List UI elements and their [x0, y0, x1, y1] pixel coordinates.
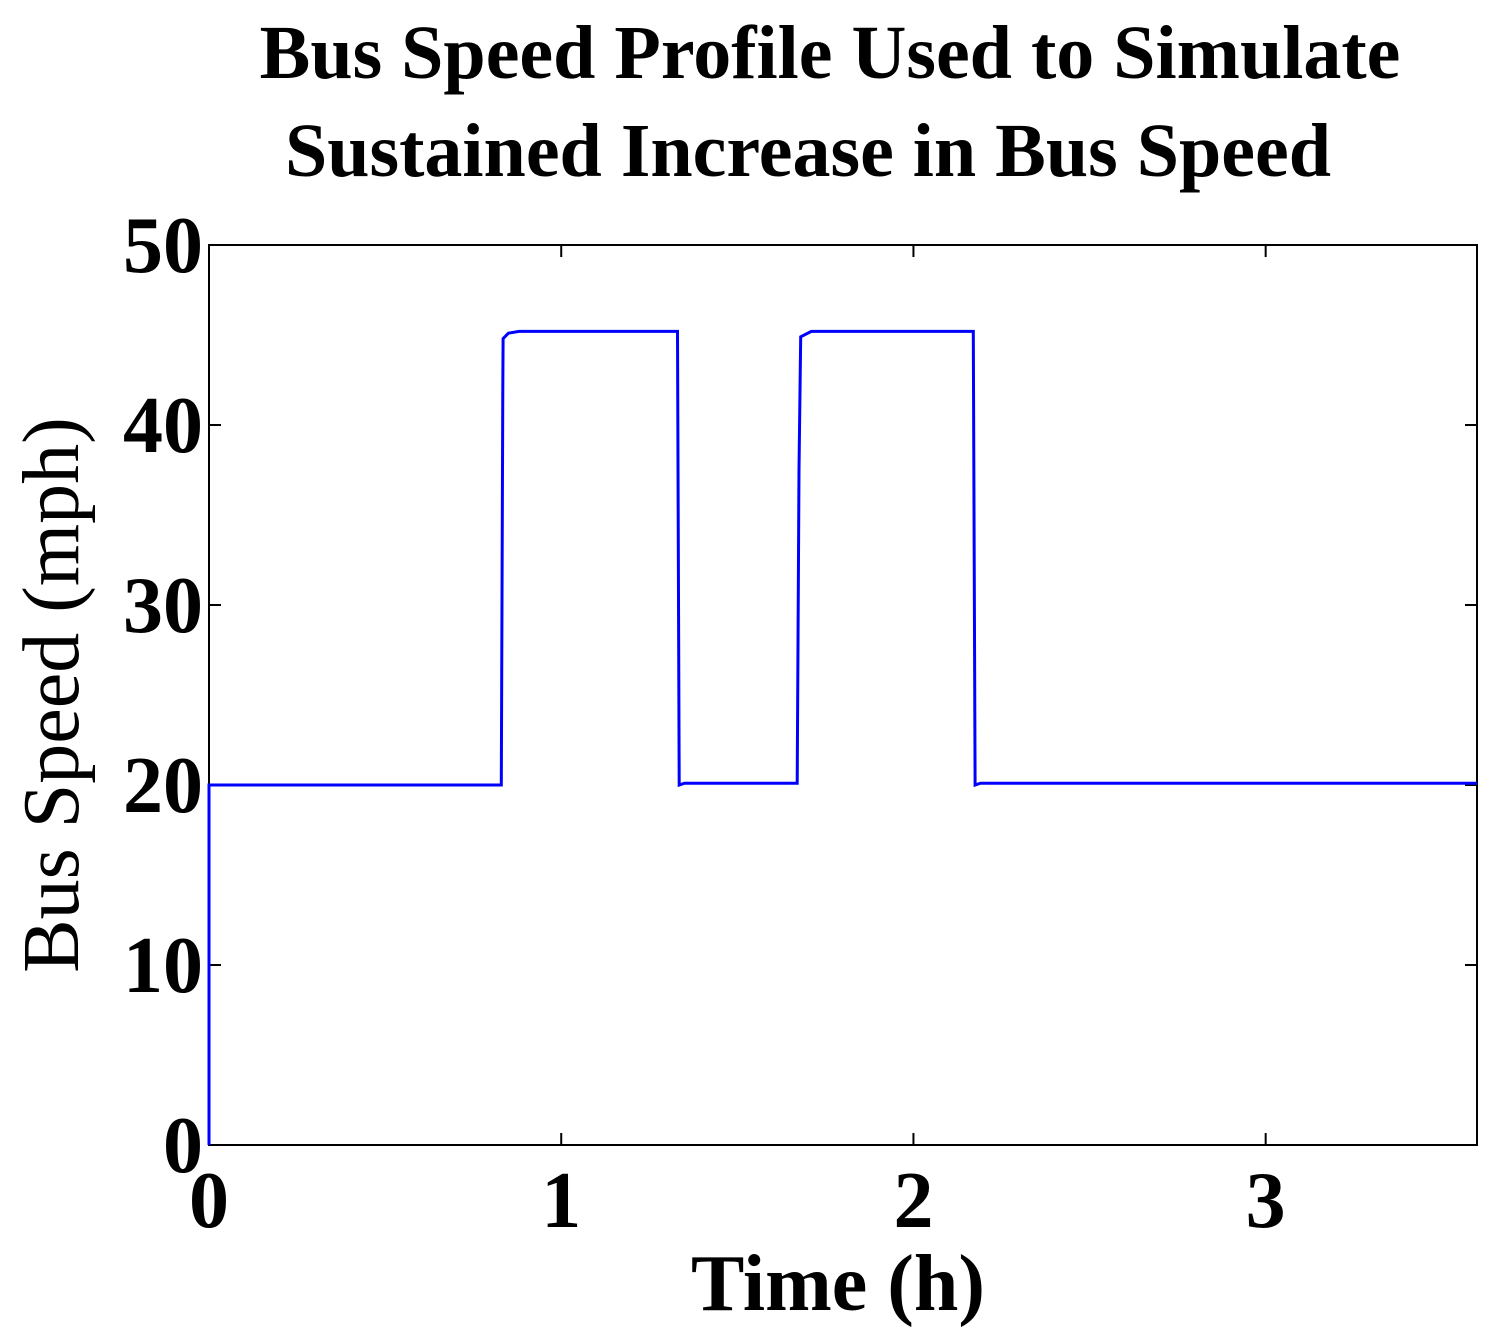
y-tick-label-3: 30 — [123, 562, 203, 650]
y-tick-label-5: 50 — [123, 202, 203, 290]
y-axis-label: Bus Speed (mph) — [8, 417, 96, 973]
x-tick-label-0: 0 — [189, 1157, 229, 1245]
y-axis-tick-labels: 0 10 20 30 40 50 — [123, 202, 203, 1190]
x-axis-ticks — [208, 245, 1267, 1145]
x-tick-label-1: 1 — [541, 1157, 581, 1245]
x-axis-label: Time (h) — [691, 1240, 985, 1328]
y-tick-label-1: 10 — [123, 922, 203, 1010]
chart-title-line-2: Sustained Increase in Bus Speed — [285, 109, 1331, 193]
x-axis-tick-labels: 0 1 2 3 — [189, 1157, 1286, 1245]
y-tick-label-2: 20 — [123, 742, 203, 830]
chart-title-line-1: Bus Speed Profile Used to Simulate — [260, 11, 1401, 95]
x-tick-label-2: 2 — [893, 1157, 933, 1245]
plot-area — [208, 244, 1478, 1146]
x-tick-label-3: 3 — [1246, 1157, 1286, 1245]
y-tick-label-4: 40 — [123, 382, 203, 470]
speed-series-line — [207, 329, 1477, 1145]
y-tick-label-0: 0 — [163, 1102, 203, 1190]
